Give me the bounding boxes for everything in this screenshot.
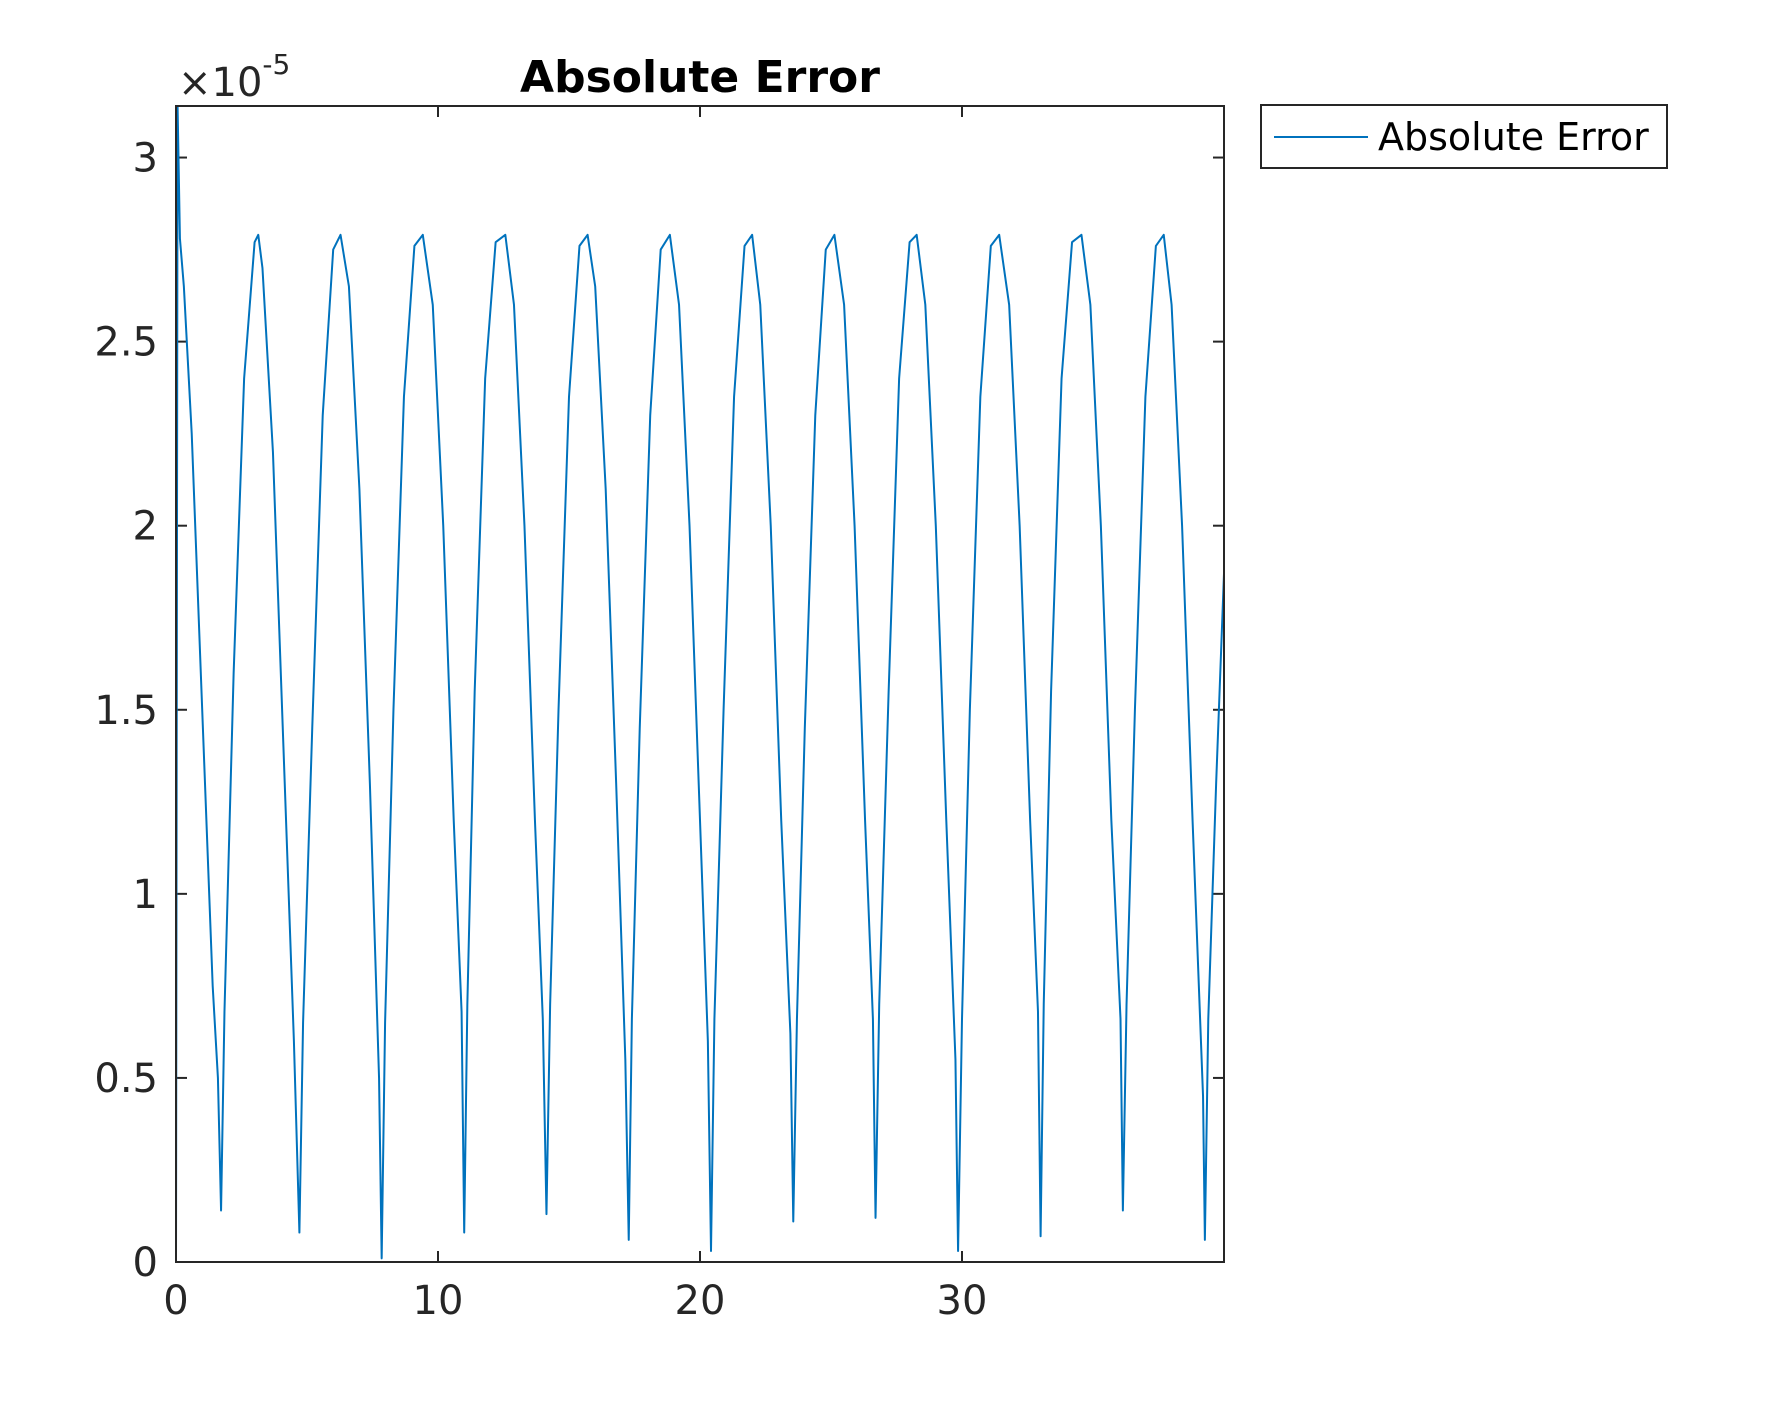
y-tick-label: 2 <box>133 504 158 550</box>
svg-text:×10-5: ×10-5 <box>178 48 290 106</box>
chart-title: Absolute Error <box>520 52 880 103</box>
y-tick-label: 0 <box>133 1240 158 1286</box>
y-tick-label: 1.5 <box>94 688 158 734</box>
axis-tick-labels: 0 10 20 30 0 0.5 1 1.5 2 2.5 3 <box>94 136 987 1324</box>
x-tick-label: 20 <box>675 1278 726 1324</box>
series-group <box>176 106 1224 1262</box>
y-tick-label: 0.5 <box>94 1056 158 1102</box>
plot-frame <box>175 105 1225 1263</box>
y-exponent-label: ×10-5 <box>178 48 290 106</box>
x-tick-label: 0 <box>163 1278 188 1324</box>
y-tick-label: 3 <box>133 136 158 182</box>
axis-ticks <box>175 106 1224 1263</box>
y-tick-label: 2.5 <box>94 320 158 366</box>
plot-area <box>176 106 1224 1262</box>
y-tick-label: 1 <box>133 872 158 918</box>
legend: Absolute Error <box>1260 104 1668 169</box>
legend-label-absolute-error: Absolute Error <box>1378 115 1649 159</box>
y-exponent-base: ×10 <box>178 60 262 106</box>
y-exponent-power: -5 <box>262 48 290 81</box>
series-line-absolute-error <box>176 106 1224 1262</box>
x-tick-label: 10 <box>413 1278 464 1324</box>
x-tick-label: 30 <box>937 1278 988 1324</box>
